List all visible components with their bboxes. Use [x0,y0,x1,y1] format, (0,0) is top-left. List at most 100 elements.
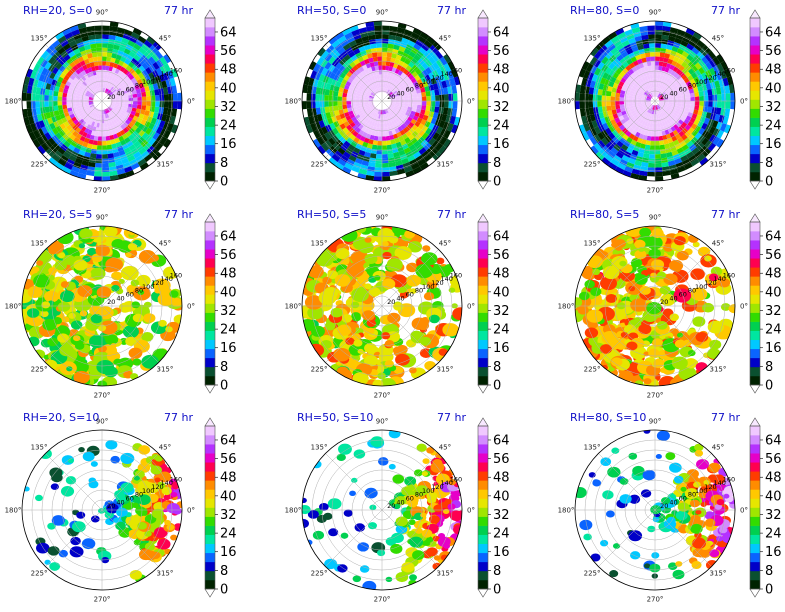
field-cell [395,74,401,80]
angular-tick-label: 180° [285,98,302,106]
colorbar-segment [205,45,215,55]
field-cell [374,29,382,35]
field-cell [71,116,77,122]
field-cell [111,143,118,149]
field-cell [103,83,106,88]
field-cell [90,461,98,467]
field-cell [610,119,617,126]
field-cell [338,87,344,93]
field-cell [102,131,106,137]
field-cell [113,44,120,51]
field-cell [111,67,117,73]
field-cell [41,67,49,76]
colorbar-segment [205,135,215,146]
field-cell [102,127,106,133]
field-cell [114,93,119,97]
field-cell [58,549,68,558]
field-cell [111,89,117,94]
field-cell [448,93,454,101]
field-cell [143,39,153,49]
field-cell [105,439,118,450]
angular-gridline [101,453,159,511]
field-cell [386,144,393,150]
field-cell [378,131,382,137]
field-cell [345,337,355,345]
field-cell [655,92,657,97]
field-cell [401,87,407,92]
field-cell [22,84,29,94]
field-cell [312,79,319,88]
field-cell [385,65,390,71]
field-cell [163,129,172,139]
field-cell [75,92,81,97]
field-cell [96,113,100,119]
field-cell [340,39,349,48]
field-cell [712,65,720,74]
panel-title: RH=20, S=5 [23,208,92,221]
field-cell [354,37,363,45]
field-cell [84,68,90,75]
polar-frame [21,225,183,387]
field-cell [111,53,118,59]
angular-tick-label: 45° [439,240,451,248]
colorbar-extend-bottom [204,180,216,190]
field-cell [671,60,678,67]
field-cell [89,71,94,77]
field-cell [412,104,418,109]
field-cell [66,93,72,98]
field-cell [658,95,663,99]
field-cell [61,78,68,85]
field-cell [442,508,450,515]
field-cell [395,122,401,128]
field-cell [656,83,659,88]
colorbar-segment [478,126,488,137]
field-cell [110,71,115,77]
field-cell [320,339,332,349]
field-cell [123,92,129,97]
colorbar-tick-label: 48 [493,63,510,78]
field-cell [75,101,80,104]
field-cell [169,290,179,298]
field-cell [655,145,661,150]
field-cell [446,122,454,132]
field-cell [154,142,164,152]
field-cell [369,504,377,511]
field-cell [87,129,93,135]
colorbar-tick-label: 40 [220,285,237,300]
field-cell [107,43,115,49]
field-cell [335,69,343,77]
colorbar-segment [205,144,215,155]
field-cell [413,54,421,62]
field-cell [417,101,422,106]
field-cell [393,77,398,84]
field-cell [689,104,695,110]
field-cell [650,136,655,141]
colorbar-segment [205,498,215,508]
field-cell [690,96,695,101]
field-cell [637,127,643,134]
field-cell [115,54,122,61]
field-cell [337,96,343,101]
colorbar-segment [478,36,488,46]
field-cell [68,50,76,58]
field-cell [382,140,387,146]
field-cell [49,72,56,80]
field-cell [702,302,715,313]
field-cell [628,114,634,120]
field-cell [651,105,654,110]
colorbar-segment [750,231,760,241]
field-cell [421,101,427,106]
field-cell [399,112,406,117]
field-cell [118,278,125,284]
field-cell [335,247,350,260]
field-cell [716,101,722,108]
colorbar-segment [750,18,760,28]
field-cell [597,140,606,149]
field-cell [84,117,89,123]
field-cell [690,123,698,130]
polar-panel: RH=50, S=0 77 hr90°45°0°315°270°225°180°1… [285,4,510,195]
panel-title: RH=50, S=10 [297,411,373,424]
field-cell [385,61,391,67]
field-cell [172,507,182,515]
